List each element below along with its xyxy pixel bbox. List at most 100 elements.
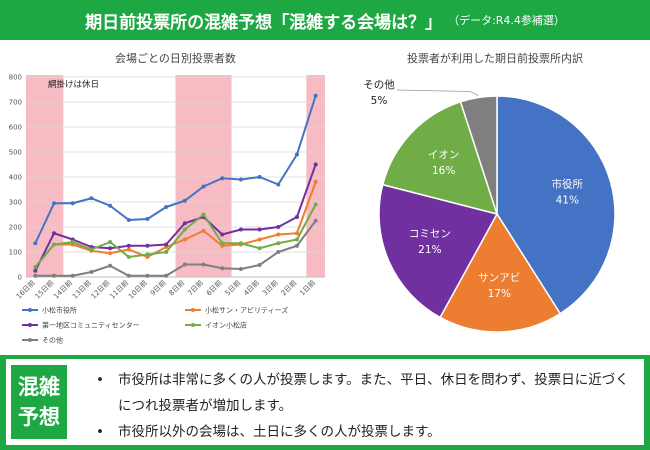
pie-chart-panel: 投票者が利用した期日前投票所内訳 市役所 41% サンアビ 17% コミセン 21% イオン 1… <box>345 42 650 352</box>
x-tick-label: 7日前 <box>186 278 205 297</box>
x-tick-label: 5日前 <box>223 278 242 297</box>
data-point <box>33 265 38 269</box>
data-point <box>126 273 131 278</box>
data-point <box>33 241 38 246</box>
pie-slice <box>381 100 499 216</box>
data-point <box>89 196 94 201</box>
data-point <box>182 221 187 226</box>
y-tick-label: 300 <box>9 199 22 207</box>
x-tick-label: 13日前 <box>70 278 93 301</box>
data-point <box>313 218 318 223</box>
data-point <box>238 177 243 182</box>
data-point <box>201 184 206 189</box>
pie-chart-title: 投票者が利用した期日前投票所内訳 <box>407 51 583 65</box>
data-point <box>108 240 113 244</box>
data-point <box>164 250 169 254</box>
legend-label: 小松市役所 <box>42 306 77 315</box>
legend-label: 小松サン・アビリティーズ <box>205 306 288 315</box>
pie-slice-label: サンアビ <box>478 272 520 284</box>
pie-slice-label: イオン <box>428 149 460 161</box>
legend-marker <box>28 308 32 312</box>
data-point <box>294 231 299 236</box>
x-tick-label: 6日前 <box>204 278 223 297</box>
forecast-badge: 混雑 予想 <box>11 365 67 439</box>
legend-marker <box>28 338 32 342</box>
data-point <box>294 152 299 157</box>
y-tick-label: 200 <box>9 224 22 232</box>
y-tick-label: 100 <box>9 249 22 257</box>
legend-marker <box>191 323 195 327</box>
pie-slice <box>439 212 562 333</box>
page-subtitle: （データ:R4.4参補選） <box>448 14 565 27</box>
x-tick-label: 4日前 <box>242 278 261 297</box>
data-point <box>257 227 262 232</box>
data-point <box>70 201 75 206</box>
data-point <box>52 242 57 247</box>
series-line <box>34 181 317 268</box>
y-tick-label: 600 <box>9 124 22 132</box>
data-point <box>52 231 57 236</box>
data-point <box>89 270 94 274</box>
pie-slice <box>378 183 499 319</box>
data-point <box>70 273 75 278</box>
pie-slice <box>459 95 498 215</box>
forecast-bullet: 市役所以外の会場は、土日に多くの人が投票します。 <box>94 419 634 445</box>
data-point <box>33 273 38 278</box>
legend-label: 第一地区コミュニティセンター <box>42 321 140 330</box>
data-point <box>294 243 299 248</box>
x-tick-label: 8日前 <box>167 278 186 297</box>
y-tick-label: 700 <box>9 99 22 107</box>
data-point <box>108 203 113 208</box>
data-point <box>145 243 150 248</box>
pie-slice-label: 市役所 <box>552 178 584 191</box>
data-point <box>238 267 243 271</box>
holiday-band <box>306 75 325 277</box>
x-tick-label: 15日前 <box>33 278 56 301</box>
data-point <box>126 243 131 248</box>
forecast-bullet: 市役所は非常に多くの人が投票します。また、平日、休日を問わず、投票日に近づくにつ… <box>94 367 634 419</box>
data-point <box>257 246 262 251</box>
data-point <box>238 227 243 232</box>
line-chart-panel: 会場ごとの日別投票者数 0 100 200 300 400 500 600 700 800 16日前… <box>0 42 345 352</box>
data-point <box>182 198 187 203</box>
data-point <box>276 182 281 187</box>
x-tick-label: 10日前 <box>126 278 149 301</box>
series-line <box>34 204 317 268</box>
data-point <box>238 241 243 246</box>
pie-slice-percent: 16% <box>432 165 455 177</box>
data-point <box>108 263 113 268</box>
legend-marker <box>191 308 195 312</box>
pie-slice-percent: 41% <box>556 195 579 207</box>
y-tick-label: 800 <box>9 74 22 82</box>
forecast-panel: 混雑 予想 市役所は非常に多くの人が投票します。また、平日、休日を問わず、投票日… <box>0 355 650 450</box>
data-point <box>164 273 169 278</box>
data-point <box>313 162 318 167</box>
data-point <box>276 250 281 254</box>
badge-line-2: 予想 <box>18 405 60 429</box>
badge-line-1: 混雑 <box>18 375 60 399</box>
x-tick-label: 9日前 <box>148 278 167 297</box>
legend-label: その他 <box>42 336 63 345</box>
data-point <box>220 266 225 271</box>
series-line <box>34 164 317 272</box>
data-point <box>70 240 75 244</box>
x-tick-label: 14日前 <box>52 278 75 301</box>
holiday-band <box>26 75 64 277</box>
legend-marker <box>28 323 32 327</box>
legend-label: イオン小松店 <box>205 321 247 330</box>
page-title: 期日前投票所の混雑予想「混雑する会場は？」 <box>85 12 443 33</box>
data-point <box>145 273 150 278</box>
pie-slice-percent: 21% <box>418 244 441 256</box>
data-point <box>52 273 57 278</box>
data-point <box>108 251 113 256</box>
pie-slice-percent: 5% <box>371 95 388 107</box>
data-point <box>164 205 169 209</box>
data-point <box>182 237 187 242</box>
data-point <box>182 227 187 232</box>
series-line <box>34 95 317 244</box>
leader-line <box>396 89 479 96</box>
data-point <box>108 246 113 251</box>
x-tick-label: 1日前 <box>298 278 317 297</box>
data-point <box>164 242 169 247</box>
